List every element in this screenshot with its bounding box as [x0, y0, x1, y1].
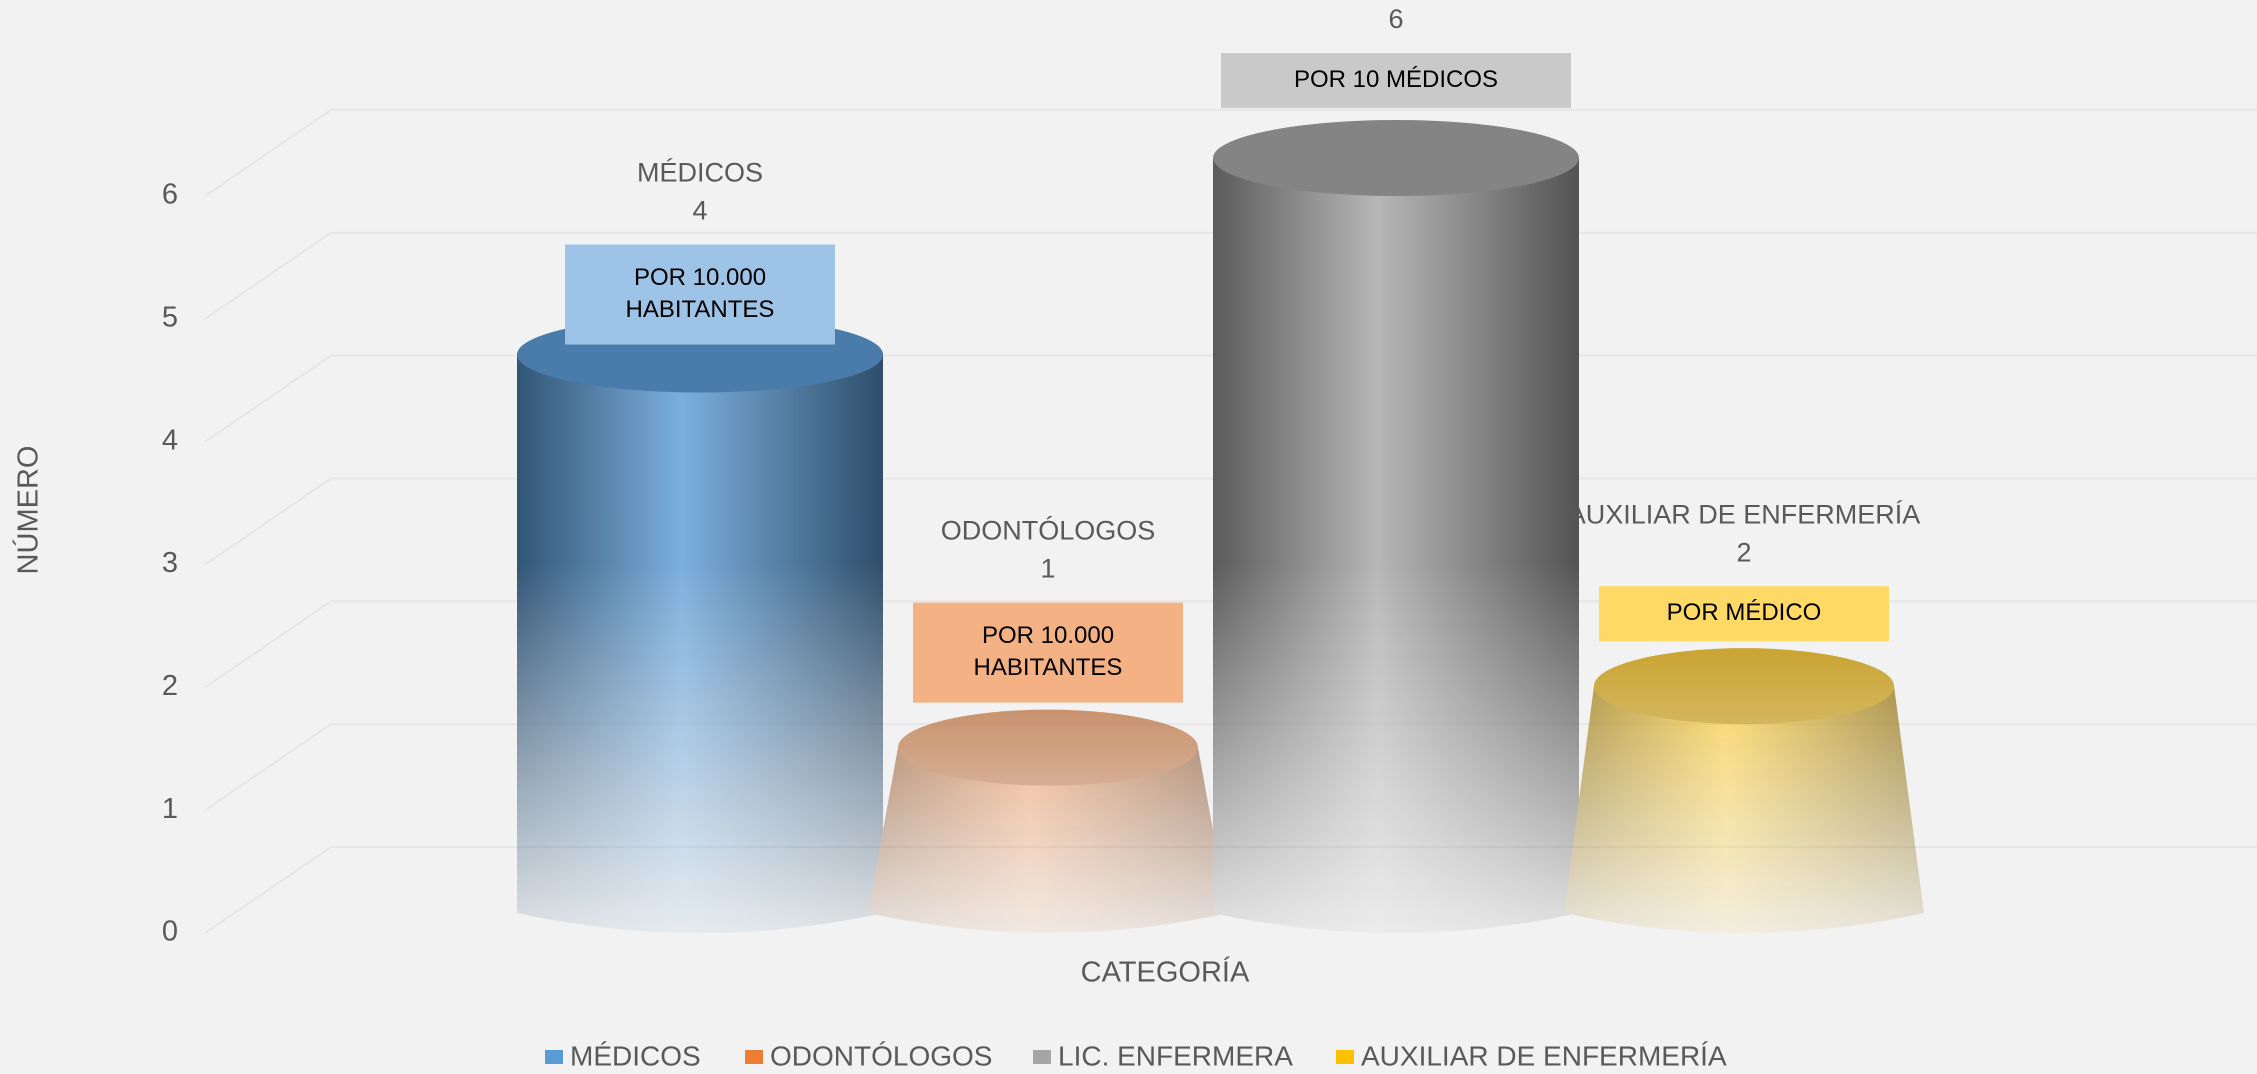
y-axis-label: NÚMERO: [12, 446, 45, 575]
bar-top: [898, 709, 1198, 786]
bar: [1564, 686, 1924, 933]
grid-connector: [204, 846, 332, 934]
annotation-text: POR MÉDICO: [1667, 599, 1822, 626]
grid-connector: [204, 600, 332, 689]
category-label: ODONTÓLOGOS: [941, 515, 1156, 546]
legend-swatch: [745, 1050, 763, 1064]
annotation-box: [565, 244, 835, 345]
annotation-box: [1599, 586, 1889, 642]
bar-top: [1594, 648, 1894, 725]
x-axis-label: CATEGORÍA: [1081, 956, 1250, 989]
annotation-text: HABITANTES: [626, 296, 775, 323]
y-tick-label: 0: [162, 916, 178, 948]
legend-label: MÉDICOS: [570, 1040, 701, 1071]
y-tick-label: 2: [162, 670, 178, 702]
category-label: AUXILIAR DE ENFERMERÍA: [1568, 499, 1921, 529]
legend-label: LIC. ENFERMERA: [1058, 1040, 1293, 1071]
legend-label: AUXILIAR DE ENFERMERÍA: [1361, 1040, 1727, 1071]
data-label: 1: [1040, 554, 1055, 584]
annotation-box: [1221, 53, 1571, 108]
data-label: 6: [1388, 4, 1403, 34]
y-tick-label: 1: [162, 793, 178, 825]
grid-connector: [204, 354, 332, 443]
annotation-text: HABITANTES: [974, 654, 1123, 681]
bar: [868, 747, 1228, 933]
data-label: 4: [692, 196, 707, 226]
annotation-text: POR 10.000: [634, 264, 766, 291]
legend-swatch: [1033, 1050, 1051, 1064]
legend-swatch: [545, 1050, 563, 1064]
legend-swatch: [1336, 1050, 1354, 1064]
y-tick-label: 4: [162, 424, 178, 456]
y-tick-label: 5: [162, 301, 178, 333]
annotation-text: POR 10 MÉDICOS: [1294, 66, 1498, 93]
annotation-text: POR 10.000: [982, 622, 1114, 649]
grid-connector: [204, 232, 332, 320]
y-tick-label: 3: [162, 547, 178, 579]
bar: [517, 354, 883, 933]
category-label: MÉDICOS: [637, 158, 763, 188]
bar-top: [1213, 120, 1579, 196]
grid-connector: [204, 723, 332, 811]
data-label: 2: [1736, 537, 1751, 567]
grid-connector: [204, 109, 332, 197]
annotation-box: [913, 602, 1183, 703]
y-tick-label: 6: [162, 179, 178, 211]
grid-connector: [204, 477, 332, 566]
legend-label: ODONTÓLOGOS: [770, 1040, 992, 1071]
bars: [517, 120, 1924, 933]
bar: [1213, 158, 1579, 933]
